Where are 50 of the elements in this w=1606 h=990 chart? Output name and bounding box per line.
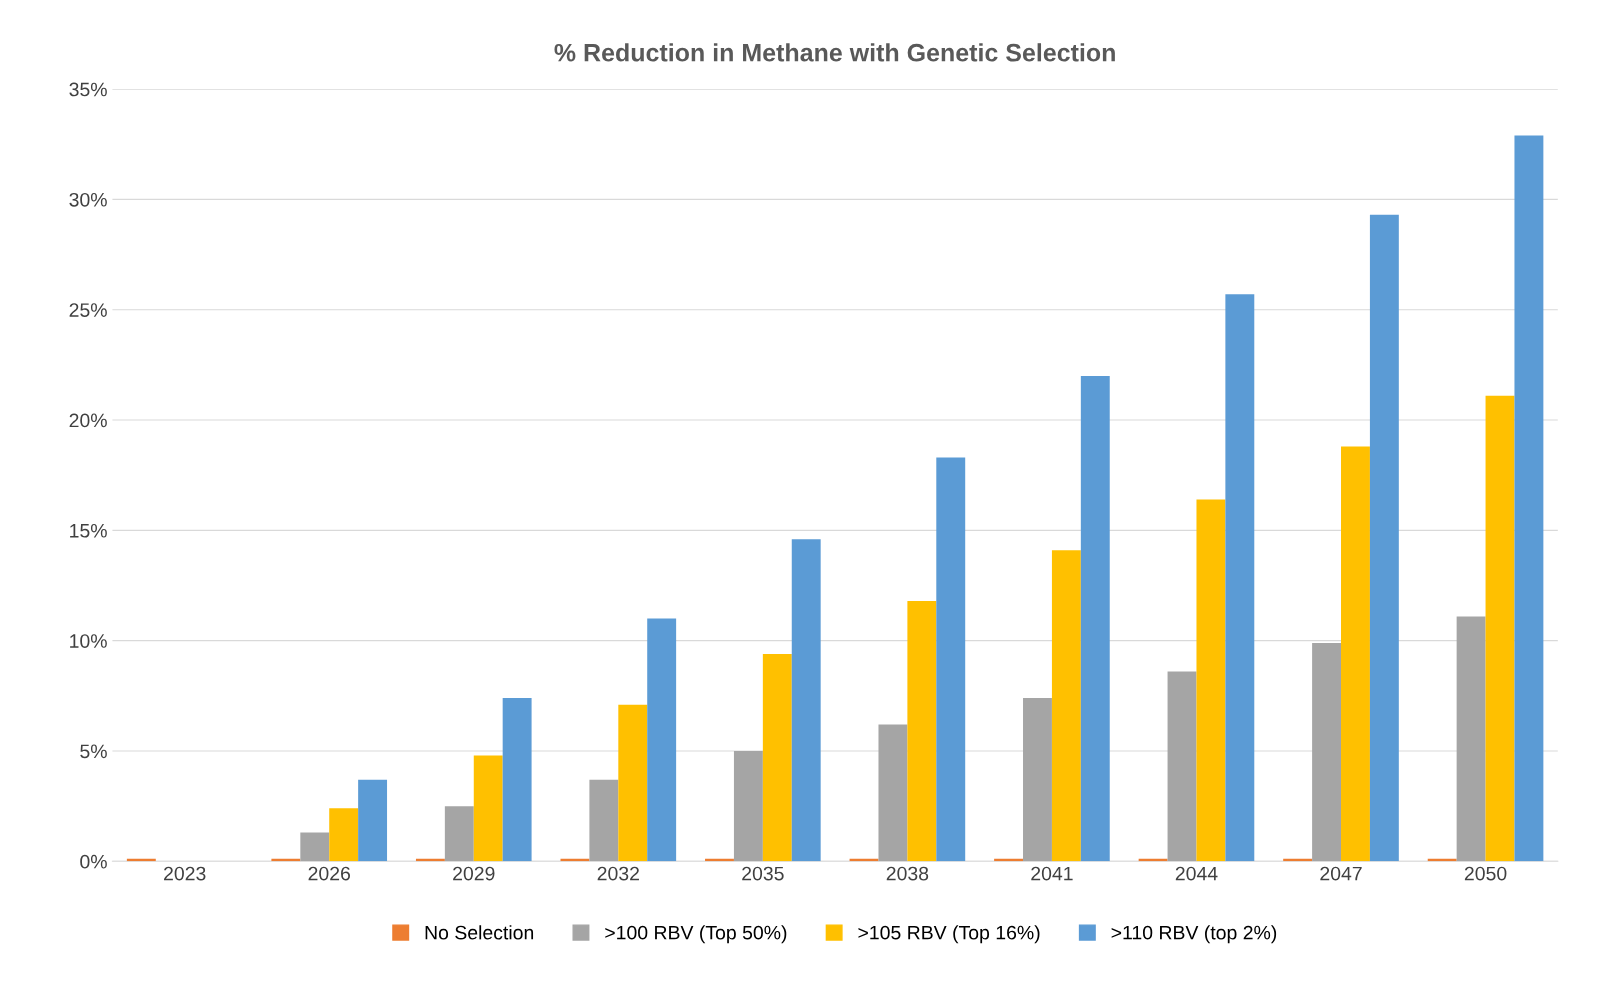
- bar: [1341, 446, 1370, 862]
- bar: [936, 457, 966, 862]
- x-tick-label: 2023: [164, 866, 206, 881]
- x-tick-label: 2038: [886, 866, 929, 881]
- bar: [473, 755, 503, 862]
- bar: [647, 618, 677, 862]
- bar: [1167, 671, 1197, 862]
- y-tick-label: 30%: [69, 192, 107, 207]
- bar: [358, 779, 388, 862]
- x-tick-label: 2050: [1464, 866, 1507, 881]
- bar: [618, 704, 648, 862]
- bar: [1080, 375, 1110, 862]
- x-tick-label: 2032: [597, 866, 639, 881]
- bar: [1051, 550, 1081, 862]
- y-tick-label: 0%: [80, 854, 107, 869]
- bar: [1369, 214, 1399, 862]
- y-tick-label: 35%: [69, 82, 107, 97]
- legend-label: No Selection: [425, 925, 534, 940]
- x-tick-label: 2044: [1175, 866, 1218, 881]
- legend-label: >105 RBV (Top 16%): [858, 925, 1040, 944]
- bar: [878, 724, 908, 862]
- bar: [502, 698, 532, 862]
- bar: [1225, 294, 1255, 862]
- chart-title: % Reduction in Methane with Genetic Selection: [554, 43, 1115, 62]
- bar: [300, 832, 330, 862]
- bar: [1312, 642, 1342, 862]
- bar: [907, 600, 937, 862]
- x-tick-label: 2026: [308, 866, 351, 881]
- bar: [733, 750, 763, 862]
- bar: [589, 779, 619, 862]
- bar: [444, 806, 474, 862]
- bar: [1023, 698, 1052, 862]
- y-tick-label: 10%: [70, 634, 107, 648]
- y-tick-label: 15%: [70, 523, 107, 538]
- legend-label: >100 RBV (Top 50%): [605, 925, 787, 944]
- y-tick-label: 20%: [69, 413, 107, 428]
- bar: [1456, 616, 1486, 862]
- x-tick-label: 2035: [742, 866, 784, 881]
- y-tick-label: 25%: [69, 303, 107, 317]
- legend-label: >110 RBV (top 2%): [1111, 925, 1277, 944]
- bar: [1196, 499, 1226, 862]
- bar: [1514, 135, 1544, 862]
- bar: [762, 653, 792, 862]
- bar: [1485, 395, 1515, 862]
- x-tick-label: 2047: [1320, 866, 1362, 881]
- y-tick-label: 5%: [80, 744, 107, 759]
- bar: [791, 539, 821, 862]
- x-tick-label: 2029: [453, 866, 495, 881]
- x-tick-label: 2041: [1031, 866, 1073, 881]
- bar: [329, 808, 359, 862]
